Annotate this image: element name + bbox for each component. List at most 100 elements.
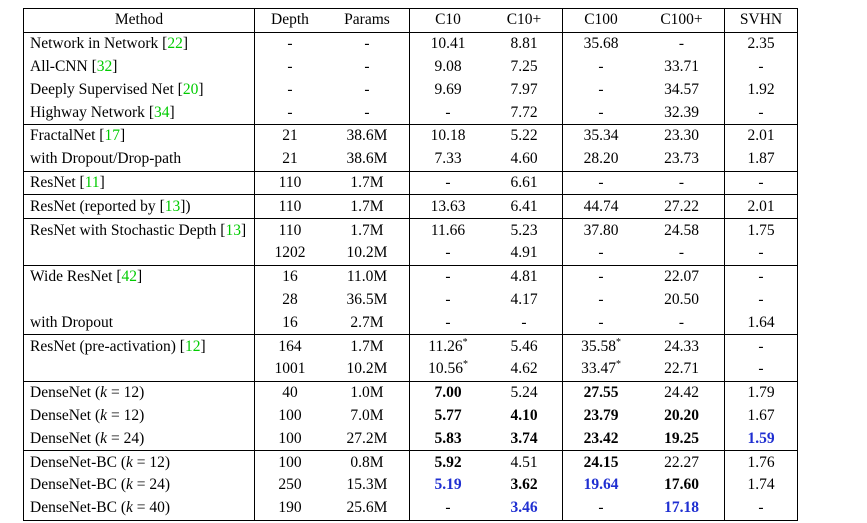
cell-svhn: 2.35 xyxy=(724,31,798,56)
cell-params: 1.7M xyxy=(325,218,410,242)
cell-params-value: 25.6M xyxy=(346,499,388,517)
cell-c100plus: - xyxy=(639,241,725,266)
cell-c100: - xyxy=(563,289,640,312)
cell-c10: 7.00 xyxy=(409,380,486,405)
cell-c100plus: 24.58 xyxy=(639,218,725,242)
method-name: DenseNet xyxy=(30,429,92,447)
results-table: Method Depth Params C10 C10+ C100 C100+ … xyxy=(23,8,798,521)
cell-depth: - xyxy=(255,56,326,79)
cell-c10-value: - xyxy=(445,313,451,331)
cell-c100plus: 20.50 xyxy=(639,288,725,312)
cell-c100-value: 24.15 xyxy=(583,453,619,471)
cell-c100-value: 19.64 xyxy=(583,476,619,494)
cell-depth: - xyxy=(255,78,326,101)
cell-depth: - xyxy=(254,31,325,56)
cell-c100plus-value: 24.58 xyxy=(664,221,699,239)
cell-method xyxy=(23,357,255,382)
cell-c10: 5.77 xyxy=(410,405,487,428)
k-symbol: k xyxy=(100,406,108,424)
method-name: All-CNN xyxy=(30,57,88,75)
cell-params-value: - xyxy=(364,57,370,75)
cell-c10plus-value: 4.62 xyxy=(510,360,538,378)
cell-c100-value: - xyxy=(598,173,604,191)
cell-c100-value: 28.20 xyxy=(583,150,619,168)
cell-c10: 11.66 xyxy=(409,218,486,242)
cell-svhn-value: - xyxy=(758,499,764,517)
cell-svhn-value: 1.59 xyxy=(747,429,775,447)
table-row: 1202 10.2M - 4.91 - - - xyxy=(23,241,798,266)
cell-params: 25.6M xyxy=(325,496,410,521)
cell-params: 10.2M xyxy=(325,357,410,382)
cell-c100-value: 27.55 xyxy=(583,384,619,402)
cell-c100-value: - xyxy=(598,80,604,98)
method-suffix: ) xyxy=(185,197,191,215)
cell-params-value: 7.0M xyxy=(350,406,384,424)
cell-c100-value: - xyxy=(598,103,604,121)
cell-c10plus-value: 5.46 xyxy=(510,337,538,355)
table-row: DenseNet (k = 12) 40 1.0M 7.00 5.24 27.55 24.4… xyxy=(23,380,798,405)
cell-c100-value: - xyxy=(598,313,604,331)
cell-method: Deeply Supervised Net [20] xyxy=(23,78,255,102)
cell-params-value: 10.2M xyxy=(346,360,388,378)
method-name: Network in Network xyxy=(30,35,159,53)
cell-depth: 100 xyxy=(255,405,326,428)
cell-c100-value: 37.80 xyxy=(583,221,619,239)
cell-svhn-value: 1.87 xyxy=(747,150,775,168)
cell-depth: 100 xyxy=(255,427,326,450)
cell-depth-value: 164 xyxy=(278,337,302,355)
cell-svhn: 1.76 xyxy=(724,450,798,474)
cell-c100plus-value: 19.25 xyxy=(664,429,699,447)
cell-c10plus: 7.72 xyxy=(486,101,563,125)
cell-c100plus-value: 20.20 xyxy=(664,406,699,424)
citation-link: 13 xyxy=(164,197,181,215)
cell-svhn: - xyxy=(724,55,798,79)
cell-c10plus-value: 8.81 xyxy=(510,35,538,53)
method-name: Highway Network xyxy=(30,103,145,121)
cell-c10: - xyxy=(409,496,486,521)
cell-c10: - xyxy=(409,264,486,289)
cell-c100plus: 33.71 xyxy=(639,55,725,79)
cell-c10: - xyxy=(410,311,487,334)
cell-params: 27.2M xyxy=(325,427,410,451)
cell-c10: - xyxy=(410,242,487,265)
cell-depth: 164 xyxy=(254,334,325,358)
cell-depth-value: 21 xyxy=(282,127,298,145)
cell-c100: - xyxy=(563,311,640,334)
cell-c10-value: 13.63 xyxy=(430,197,466,215)
cell-method: FractalNet [17] xyxy=(23,123,255,148)
cell-c10plus-value: 3.74 xyxy=(510,429,538,447)
cell-c100-value: - xyxy=(598,290,604,308)
cell-svhn: - xyxy=(724,241,798,266)
cell-method: ResNet (reported by [13]) xyxy=(23,194,255,219)
cell-depth: 21 xyxy=(254,123,325,148)
method-name: DenseNet xyxy=(30,406,92,424)
cell-svhn: 1.64 xyxy=(724,311,798,335)
cell-c100plus-value: - xyxy=(678,244,685,262)
cell-c10plus: 6.61 xyxy=(486,170,563,195)
cell-c10plus: 4.51 xyxy=(486,450,563,474)
cell-c10plus-value: 7.97 xyxy=(510,80,538,98)
cell-c100plus: - xyxy=(639,311,725,335)
cell-params-value: - xyxy=(364,103,370,121)
cell-c10-value: 5.92 xyxy=(434,453,462,471)
cell-c10plus: 4.60 xyxy=(486,147,563,172)
table-row: ResNet with Stochastic Depth [13] 110 1.7M… xyxy=(23,218,798,242)
cell-params-value: 27.2M xyxy=(346,429,388,447)
cell-method: DenseNet-BC (k = 24) xyxy=(23,473,255,497)
cell-depth-value: 190 xyxy=(278,499,302,517)
cell-svhn-value: 2.01 xyxy=(747,197,775,215)
cell-c100plus: 20.20 xyxy=(639,404,725,428)
header-method: Method xyxy=(23,8,255,33)
cell-params-value: - xyxy=(364,80,370,98)
cell-c100plus-value: 34.57 xyxy=(664,80,699,98)
cell-c10plus: 3.46 xyxy=(486,496,563,521)
cell-c100: - xyxy=(563,56,640,79)
cell-params: - xyxy=(325,78,410,102)
cell-params: 36.5M xyxy=(325,288,410,312)
cell-svhn: 2.01 xyxy=(724,123,798,148)
cell-depth: 40 xyxy=(254,380,325,405)
cell-depth-value: 28 xyxy=(282,290,298,308)
citation-link: 13 xyxy=(225,221,241,239)
cell-c10plus-value: 4.10 xyxy=(510,406,538,424)
cell-c10plus: 5.46 xyxy=(486,334,563,358)
